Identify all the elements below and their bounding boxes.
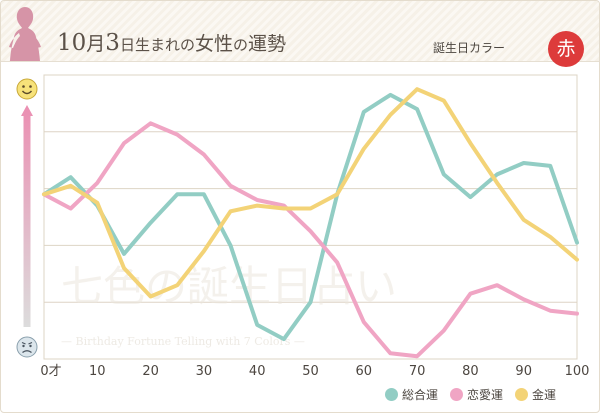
x-tick-label-1: 10 — [89, 364, 106, 379]
x-tick-label-9: 90 — [515, 364, 532, 379]
header: 10月3日生まれの女性の運勢 誕生日カラー 赤 — [1, 1, 599, 67]
x-tick-label-7: 70 — [409, 364, 426, 379]
happy-face-eye-left — [22, 85, 25, 88]
x-tick-label-5: 50 — [302, 364, 319, 379]
legend-item-1: 恋愛運 — [450, 386, 503, 403]
series-line-2 — [42, 87, 579, 299]
title-month: 10 — [57, 30, 87, 56]
legend: 総合運 恋愛運 金運 — [385, 386, 556, 403]
x-tick-label-6: 60 — [356, 364, 373, 379]
x-tick-label-0: 0才 — [40, 364, 61, 379]
happy-face-icon — [16, 78, 38, 100]
x-tick-label-10: 100 — [565, 364, 590, 379]
x-tick-label-4: 40 — [249, 364, 266, 379]
series-line-1 — [42, 121, 579, 359]
plot-frame — [43, 74, 578, 360]
sad-face-icon — [16, 336, 38, 358]
title-no: の — [232, 36, 248, 54]
happy-face-mouth — [21, 90, 33, 95]
legend-swatch-2 — [515, 388, 529, 401]
birthday-color-label: 誕生日カラー — [433, 41, 506, 55]
up-arrow-gauge-icon — [21, 105, 33, 327]
luck-gauge — [16, 78, 38, 358]
title-month-unit: 月 — [86, 33, 106, 55]
birthday-color-badge: 赤 — [548, 31, 584, 67]
series-group — [42, 87, 579, 359]
title-day: 3 — [105, 30, 120, 56]
legend-label-0: 総合運 — [402, 388, 439, 402]
legend-swatch-1 — [450, 388, 464, 401]
sad-face-brow-left — [21, 341, 26, 345]
legend-item-0: 総合運 — [385, 386, 438, 403]
x-axis-labels: 0才 10 20 30 40 50 60 70 80 90 100 — [40, 364, 589, 379]
series-line-0 — [42, 92, 579, 342]
watermark-sub: — Birthday Fortune Telling with 7 Colors… — [61, 335, 305, 348]
sad-face-eye-left — [22, 344, 25, 348]
x-tick-label-8: 80 — [462, 364, 479, 379]
legend-label-1: 恋愛運 — [467, 388, 504, 402]
x-tick-label-2: 20 — [142, 364, 159, 379]
x-tick-label-3: 30 — [196, 364, 213, 379]
title-luck: 運勢 — [247, 33, 286, 55]
title-born: 日生まれの — [119, 36, 195, 54]
sad-face-brow-right — [28, 341, 33, 345]
sad-face-mouth — [22, 350, 32, 354]
sad-face-eye-right — [29, 344, 32, 348]
legend-item-2: 金運 — [515, 386, 556, 403]
happy-face-eye-right — [29, 85, 32, 88]
title-women: 女性 — [194, 33, 233, 55]
legend-label-2: 金運 — [532, 388, 557, 402]
woman-silhouette-icon — [9, 7, 41, 61]
page-title: 10月3日生まれの女性の運勢 — [57, 32, 286, 55]
legend-swatch-0 — [385, 388, 398, 401]
